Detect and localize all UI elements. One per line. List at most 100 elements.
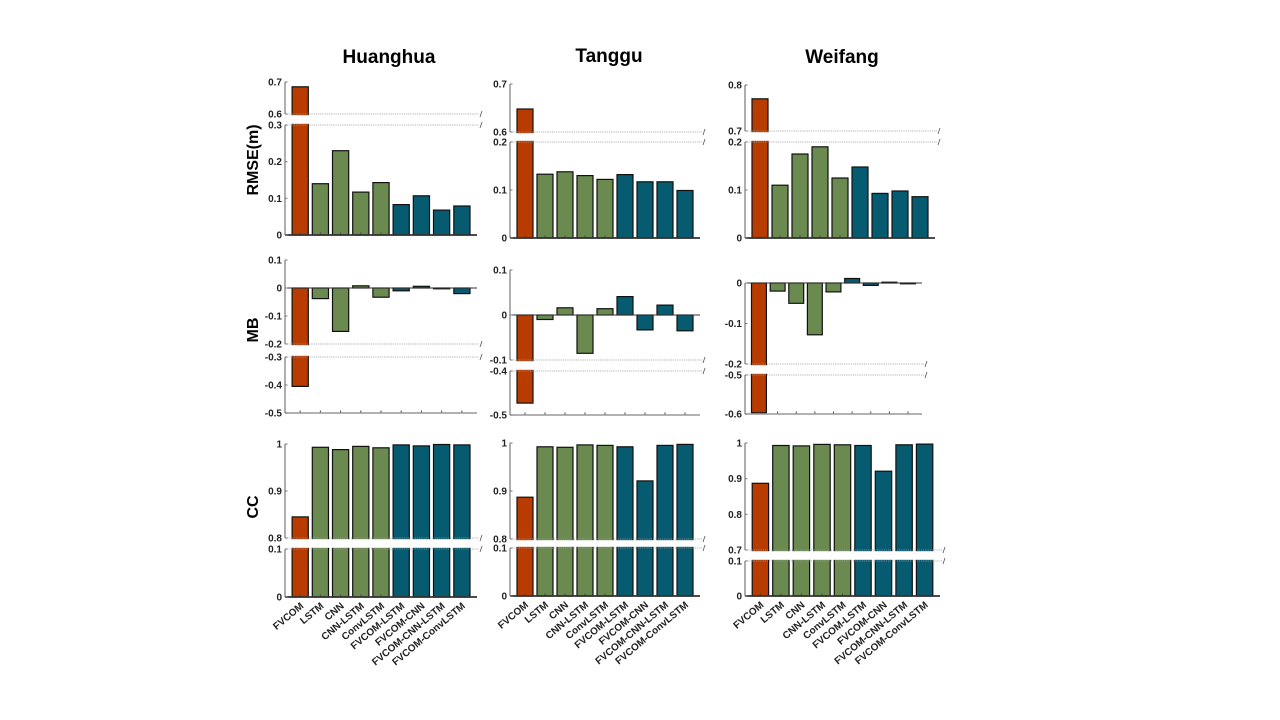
bars <box>291 86 471 236</box>
y-tick-label: 0.1 <box>268 256 282 267</box>
bar-fvcom-cnn-lstm <box>432 443 451 598</box>
y-tick-label: 0.8 <box>728 510 742 521</box>
bar-fvcom-lstm <box>844 277 861 284</box>
bar-cnn <box>792 445 811 597</box>
y-tick-label: 1 <box>501 439 507 450</box>
panel-tanggu-rmsem: 0 0.1 0.20.6 0.7 <box>493 80 706 245</box>
bar-lstm <box>311 287 330 300</box>
bar-cnn-lstm <box>811 146 829 239</box>
bar-fvcom-lstm <box>392 204 410 236</box>
bars <box>750 277 917 414</box>
axis-break-gap <box>741 132 939 141</box>
bar-fvcom-convlstm <box>676 189 694 239</box>
y-tick-label: -0.5 <box>725 371 743 382</box>
bar-fvcom-lstm <box>616 446 634 597</box>
y-tick-label: 0.2 <box>728 138 742 149</box>
y-tick-label: 0.1 <box>493 266 507 277</box>
y-tick-label: 0.1 <box>493 544 507 555</box>
bar-convlstm <box>596 444 614 597</box>
bar-cnn <box>788 282 805 304</box>
title-huanghua: Huanghua <box>343 47 436 68</box>
bar-convlstm <box>833 444 852 597</box>
bars <box>516 443 694 597</box>
y-tick-label: 0.2 <box>268 157 282 168</box>
y-tick-label: -0.4 <box>490 367 508 378</box>
bar-fvcom-lstm <box>616 174 634 239</box>
bar-cnn <box>556 307 574 316</box>
axis-break-slash <box>479 121 483 129</box>
bar-fvcom-convlstm <box>453 444 471 598</box>
y-tick-label: 0.7 <box>268 78 282 89</box>
bar-fvcom-cnn <box>636 181 654 239</box>
axis-break-slash <box>479 534 483 542</box>
y-tick-label: 0.1 <box>728 186 742 197</box>
bar-fvcom-lstm <box>851 166 869 239</box>
axis-break-gap <box>506 133 704 141</box>
bar-convlstm <box>596 308 614 316</box>
bar-fvcom <box>291 516 309 598</box>
y-tick-label: 0.6 <box>493 128 507 139</box>
bar-fvcom <box>516 314 534 404</box>
y-tick-label: 0.8 <box>493 535 507 546</box>
axis-break-gap <box>506 540 704 547</box>
y-tick-label: 0 <box>501 592 507 603</box>
y-tick-label: 0.3 <box>268 121 282 132</box>
bar-cnn <box>791 153 809 239</box>
axis-break-slash <box>937 138 941 146</box>
axis-break-gap <box>281 115 481 124</box>
axis-break-slash <box>942 546 946 554</box>
bar-fvcom-cnn <box>412 195 431 236</box>
bar-lstm <box>772 444 790 597</box>
panel-tanggu-cc: 00.10.80.91FVCOMLSTMCNNCNN-LSTMConvLSTMF… <box>493 439 706 667</box>
bar-cnn-lstm <box>352 191 370 236</box>
panel-tanggu-mb: -0.5 -0.4-0.1 0 0.1 <box>490 266 706 422</box>
axis-break-slash <box>937 127 941 135</box>
bar-fvcom-lstm <box>854 444 872 597</box>
x-tick-label: LSTM <box>298 601 326 627</box>
y-tick-label: -0.1 <box>725 319 743 330</box>
bar-fvcom <box>751 482 770 597</box>
ylabel-mb: MB <box>245 318 262 343</box>
x-tick-label: LSTM <box>523 600 551 626</box>
y-tick-label: 0 <box>736 234 742 245</box>
bars <box>516 108 694 239</box>
x-tick-label: LSTM <box>759 600 787 626</box>
bar-fvcom <box>750 282 767 414</box>
axis-break-slash <box>479 353 483 361</box>
y-tick-label: 0 <box>276 284 282 295</box>
bar-lstm <box>536 314 554 321</box>
y-tick-label: 0.9 <box>728 474 742 485</box>
y-tick-label: 0.8 <box>728 81 742 92</box>
y-tick-label: -0.1 <box>490 356 508 367</box>
y-tick-label: 0 <box>736 279 742 290</box>
bar-fvcom-convlstm <box>911 196 929 239</box>
bars <box>291 443 471 598</box>
bar-cnn <box>556 171 574 239</box>
ylabel-rmse: RMSE(m) <box>245 124 262 195</box>
ylabel-cc: CC <box>245 495 262 519</box>
bar-cnn <box>556 446 574 597</box>
bar-cnn-lstm <box>576 175 594 239</box>
bar-convlstm <box>372 287 390 298</box>
y-tick-label: 0 <box>501 234 507 245</box>
bar-fvcom-convlstm <box>453 287 471 295</box>
y-tick-label: 0.6 <box>268 110 282 121</box>
bar-fvcom-cnn <box>636 480 654 597</box>
bar-cnn-lstm <box>806 282 823 336</box>
axis-break-slash <box>924 371 928 379</box>
y-tick-label: 0.9 <box>268 487 282 498</box>
bar-convlstm <box>372 447 390 598</box>
y-tick-label: -0.5 <box>490 411 508 422</box>
y-tick-label: -0.3 <box>265 353 283 364</box>
y-tick-label: 0.9 <box>493 487 507 498</box>
bars <box>751 443 934 597</box>
y-tick-label: 0.7 <box>728 127 742 138</box>
axis-break-slash <box>702 535 706 543</box>
bar-fvcom-cnn <box>874 470 893 597</box>
y-tick-label: -0.4 <box>265 381 283 392</box>
bar-fvcom-cnn-lstm <box>891 190 909 239</box>
y-tick-label: -0.6 <box>725 410 743 421</box>
bar-fvcom <box>291 287 309 388</box>
axis-break-slash <box>702 138 706 146</box>
axis-break-slash <box>924 360 928 368</box>
